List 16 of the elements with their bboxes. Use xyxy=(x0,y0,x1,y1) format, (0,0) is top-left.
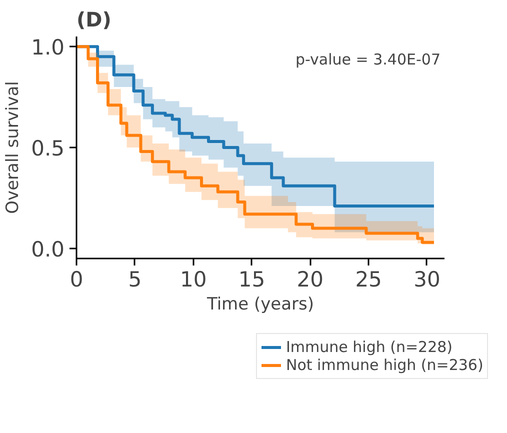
y-tick-label: 0.0 xyxy=(31,237,65,262)
x-tick-label: 10 xyxy=(180,268,207,292)
x-tick-label: 30 xyxy=(414,268,440,292)
legend-label: Not immune high (n=236) xyxy=(286,356,484,374)
y-tick-label: 0.5 xyxy=(31,136,65,160)
x-tick-label: 25 xyxy=(355,268,382,292)
x-axis-title: Time (years) xyxy=(206,294,314,314)
legend-label: Immune high (n=228) xyxy=(286,338,453,356)
x-tick-label: 20 xyxy=(296,268,324,292)
y-tick-label: 1.0 xyxy=(31,36,65,60)
y-axis-title: Overall survival xyxy=(3,81,24,214)
x-tick-label: 15 xyxy=(238,268,266,292)
x-tick-label: 5 xyxy=(128,268,142,292)
chart-title: (D) xyxy=(76,8,112,32)
x-tick-label: 0 xyxy=(70,268,84,292)
annotation: p-value = 3.40E-07 xyxy=(296,50,440,68)
